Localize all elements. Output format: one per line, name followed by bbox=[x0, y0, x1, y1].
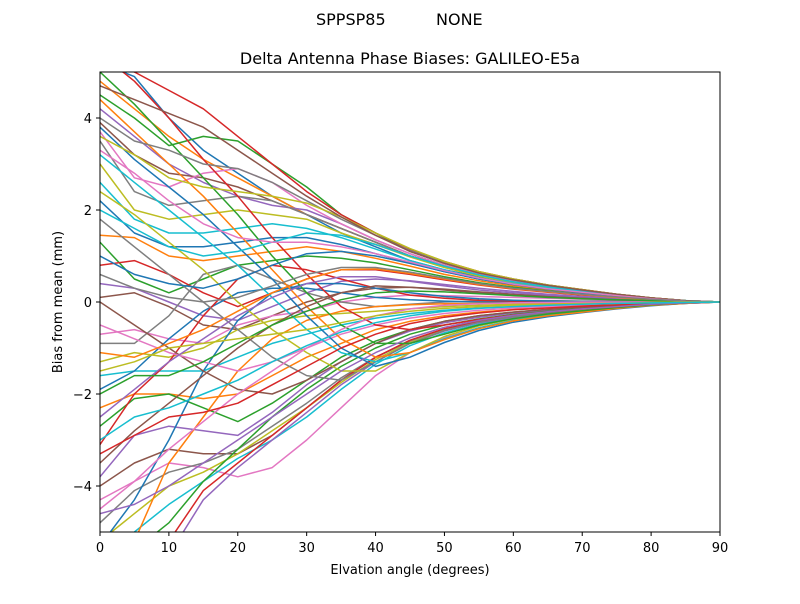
series-line-25 bbox=[100, 301, 720, 478]
series-line-10 bbox=[100, 181, 720, 303]
y-tick-label: −2 bbox=[73, 388, 92, 403]
y-tick-label: 0 bbox=[84, 296, 92, 311]
series-line-55 bbox=[100, 301, 720, 515]
series-line-12 bbox=[100, 234, 720, 303]
series-layer bbox=[100, 72, 720, 532]
suptitle-right: NONE bbox=[436, 10, 483, 29]
x-tick-label: 40 bbox=[367, 541, 384, 556]
x-axis: 0 10 20 30 40 50 60 70 80 90 bbox=[96, 532, 728, 556]
y-axis: −4 −2 0 2 4 bbox=[73, 112, 100, 495]
series-line-58 bbox=[100, 266, 720, 303]
series-line-60 bbox=[100, 301, 720, 441]
x-tick-label: 20 bbox=[230, 541, 247, 556]
series-line-54 bbox=[100, 301, 720, 455]
x-tick-label: 80 bbox=[643, 541, 660, 556]
x-tick-label: 90 bbox=[712, 541, 729, 556]
series-line-43 bbox=[100, 72, 720, 345]
series-line-44 bbox=[121, 72, 720, 331]
x-tick-label: 50 bbox=[436, 541, 453, 556]
series-line-3 bbox=[100, 94, 720, 303]
series-line-42 bbox=[100, 99, 720, 358]
series-line-8 bbox=[100, 140, 720, 303]
series-line-45 bbox=[100, 275, 720, 418]
series-line-56 bbox=[100, 85, 720, 303]
series-line-28 bbox=[100, 301, 720, 524]
series-line-47 bbox=[100, 301, 720, 510]
x-axis-label: Elvation angle (degrees) bbox=[330, 563, 489, 578]
y-axis-label: Bias from mean (mm) bbox=[51, 231, 66, 373]
suptitle-left: SPPSP85 bbox=[316, 10, 386, 29]
x-tick-label: 60 bbox=[505, 541, 522, 556]
series-line-53 bbox=[100, 290, 720, 395]
y-tick-label: −4 bbox=[73, 480, 92, 495]
series-line-49 bbox=[100, 135, 720, 303]
series-line-50 bbox=[100, 209, 720, 303]
series-line-57 bbox=[100, 149, 720, 303]
y-tick-label: 2 bbox=[84, 204, 92, 219]
chart-title: Delta Antenna Phase Biases: GALILEO-E5a bbox=[240, 49, 580, 68]
x-tick-label: 30 bbox=[298, 541, 315, 556]
x-tick-label: 10 bbox=[161, 541, 178, 556]
x-tick-label: 0 bbox=[96, 541, 104, 556]
x-tick-label: 70 bbox=[574, 541, 591, 556]
series-line-2 bbox=[100, 80, 720, 303]
y-tick-label: 4 bbox=[84, 112, 92, 127]
